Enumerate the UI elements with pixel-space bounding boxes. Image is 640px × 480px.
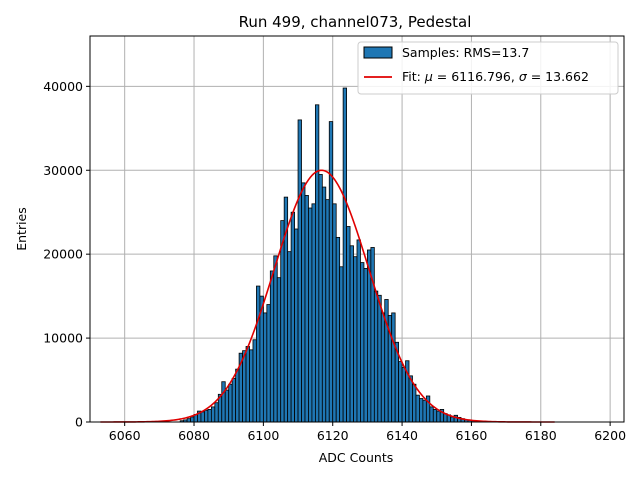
legend: Samples: RMS=13.7 Fit: μ = 6116.796, σ =…: [357, 41, 619, 95]
x-tick-label: 6200: [594, 428, 626, 443]
y-axis-ticks: 0 10000 20000 30000 40000: [43, 79, 90, 430]
histogram-bar: [297, 119, 302, 423]
x-tick-label: 6160: [456, 428, 488, 443]
y-tick-label: 40000: [43, 79, 83, 94]
legend-fit-sigma-text: = 13.662: [527, 69, 589, 84]
histogram-bar: [342, 87, 347, 423]
histogram-bar: [314, 104, 320, 423]
y-tick-label: 30000: [43, 163, 83, 178]
histogram-bar: [245, 346, 250, 423]
histogram-bar: [224, 389, 230, 423]
histogram-bar: [301, 182, 306, 423]
histogram-bar: [349, 245, 354, 423]
legend-box: [357, 41, 619, 95]
histogram-bar: [408, 375, 413, 423]
histogram-bar: [450, 416, 455, 423]
histogram-bar: [335, 236, 341, 423]
legend-bars-swatch: [363, 46, 393, 59]
histogram-bar: [280, 220, 285, 423]
x-tick-label: 6100: [247, 428, 279, 443]
histogram-bar: [339, 266, 344, 423]
legend-fit-mu-text: = 6116.796,: [433, 69, 519, 84]
histogram-bar: [207, 409, 212, 423]
histogram-bar: [214, 402, 219, 423]
histogram-bar: [419, 398, 424, 423]
histogram-bar: [200, 411, 205, 423]
legend-histogram-label: Samples: RMS=13.7: [402, 45, 529, 60]
histogram-bar: [249, 349, 254, 423]
y-tick-label: 10000: [43, 331, 83, 346]
histogram-bar: [356, 239, 361, 423]
histogram-bar: [332, 203, 337, 423]
histogram-bar: [269, 270, 275, 423]
histogram-bar: [266, 304, 271, 423]
y-axis-label: Entries: [14, 207, 29, 251]
histogram-bar: [231, 377, 237, 423]
x-axis-label: ADC Counts: [319, 450, 394, 465]
fit-curve-group: [100, 169, 555, 423]
histogram-bar: [436, 410, 441, 423]
histogram-bar: [429, 406, 434, 423]
histogram-bar: [360, 262, 365, 423]
histogram-bar: [401, 367, 406, 423]
histogram-bar: [221, 381, 226, 423]
y-tick-label: 0: [75, 415, 83, 430]
histogram-bar: [276, 277, 282, 423]
histogram-bar: [311, 203, 316, 423]
legend-fit-label: Fit: μ = 6116.796, σ = 13.662: [402, 69, 589, 84]
x-tick-label: 6060: [109, 428, 141, 443]
gaussian-fit-curve: [100, 169, 555, 423]
legend-fit-mu-symbol: μ: [424, 69, 433, 84]
histogram-bar: [380, 312, 386, 423]
histogram-bar: [273, 255, 278, 423]
histogram-bar: [432, 409, 438, 423]
histogram-bar: [321, 186, 327, 423]
histogram-bar: [190, 416, 195, 423]
x-tick-label: 6140: [386, 428, 418, 443]
x-tick-label: 6080: [178, 428, 210, 443]
legend-fit-sigma-symbol: σ: [519, 69, 528, 84]
histogram-bar: [210, 406, 216, 423]
histogram-bar: [325, 199, 330, 423]
histogram-bar: [262, 312, 268, 423]
x-tick-label: 6180: [525, 428, 557, 443]
histogram-bar: [235, 368, 240, 423]
x-tick-label: 6120: [317, 428, 349, 443]
histogram-bar: [391, 312, 396, 423]
y-tick-label: 20000: [43, 247, 83, 262]
plot-frame: [89, 35, 625, 423]
histogram-bar: [415, 394, 420, 423]
x-axis-ticks: 6060 6080 6100 6120 6140 6160 6180 6200: [109, 422, 626, 443]
histogram-bar: [377, 294, 382, 423]
histogram-bar: [370, 247, 375, 423]
histogram-bar: [252, 339, 257, 423]
histogram-bar: [318, 174, 323, 423]
histogram-bar: [346, 226, 351, 423]
histogram-bar: [398, 361, 403, 423]
chart-title: Run 499, channel073, Pedestal: [239, 13, 472, 31]
histogram-bar: [256, 285, 261, 423]
histogram-bar: [287, 251, 292, 423]
histogram-bar: [373, 290, 379, 423]
legend-fit-prefix: Fit:: [402, 69, 425, 84]
histogram-bar: [294, 228, 299, 423]
histogram-bar: [412, 383, 417, 423]
histogram-bar: [363, 268, 368, 423]
histogram-bar: [228, 383, 233, 423]
histogram-bar: [290, 211, 295, 423]
histogram-bar: [308, 207, 313, 423]
histogram-bar: [353, 256, 358, 423]
histogram-bar: [304, 195, 309, 423]
histogram-bar: [186, 418, 191, 423]
histogram-bar: [204, 409, 209, 423]
histogram-bar: [328, 121, 334, 423]
histogram-bar: [422, 399, 427, 423]
histogram-bar: [242, 350, 247, 423]
